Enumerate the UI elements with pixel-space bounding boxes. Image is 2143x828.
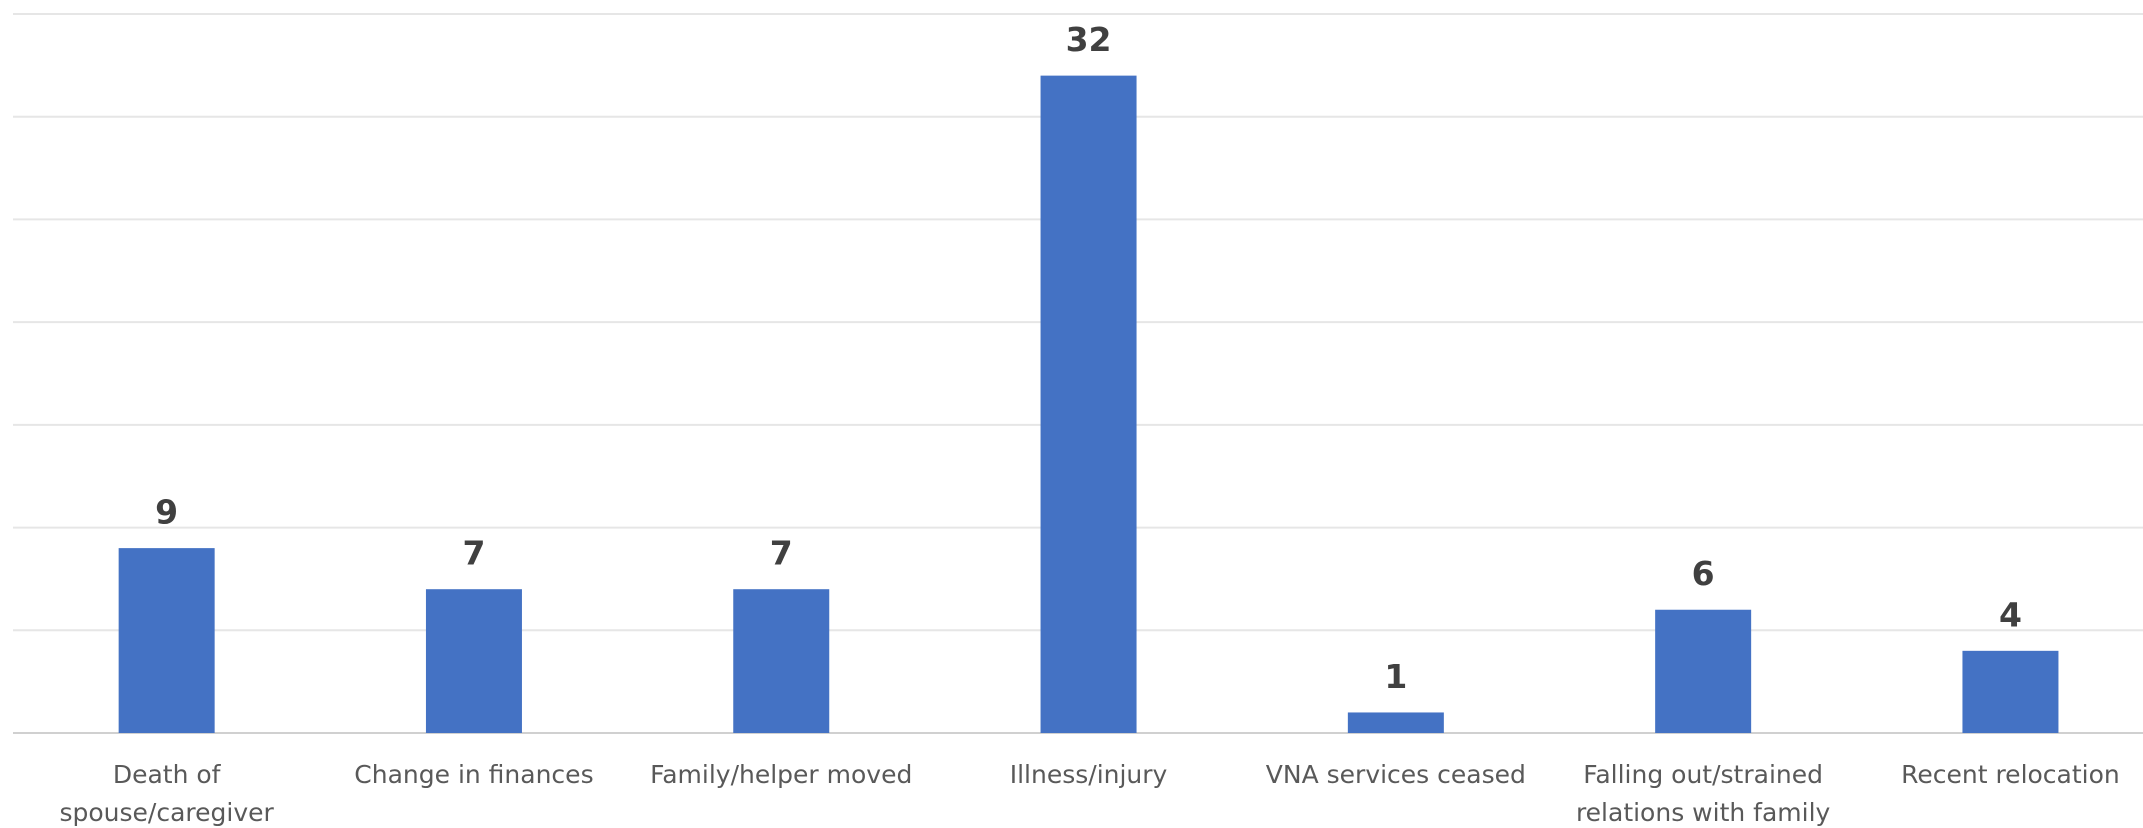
x-tick-label: Recent relocation [1901,760,2120,789]
x-tick-label: Death of spouse/caregiver [59,760,274,827]
bar [1347,712,1444,733]
bar [1040,75,1137,734]
x-tick-label: Falling out/strained relations with fami… [1575,760,1831,827]
bar [1655,609,1752,733]
data-label: 6 [1692,554,1715,593]
x-tick-label: Change in finances [354,760,594,789]
x-tick-label: VNA services ceased [1265,760,1526,789]
x-tick-label: Illness/injury [1009,760,1168,789]
bar [118,548,215,733]
x-tick-label: Family/helper moved [650,760,913,789]
data-label: 1 [1384,657,1407,696]
bar [425,589,522,733]
data-label: 7 [770,534,793,573]
bar [733,589,830,733]
data-label: 9 [155,493,178,532]
data-label: 32 [1066,20,1112,59]
data-label: 4 [1999,595,2022,634]
data-label: 7 [462,534,485,573]
bar [1962,650,2059,733]
